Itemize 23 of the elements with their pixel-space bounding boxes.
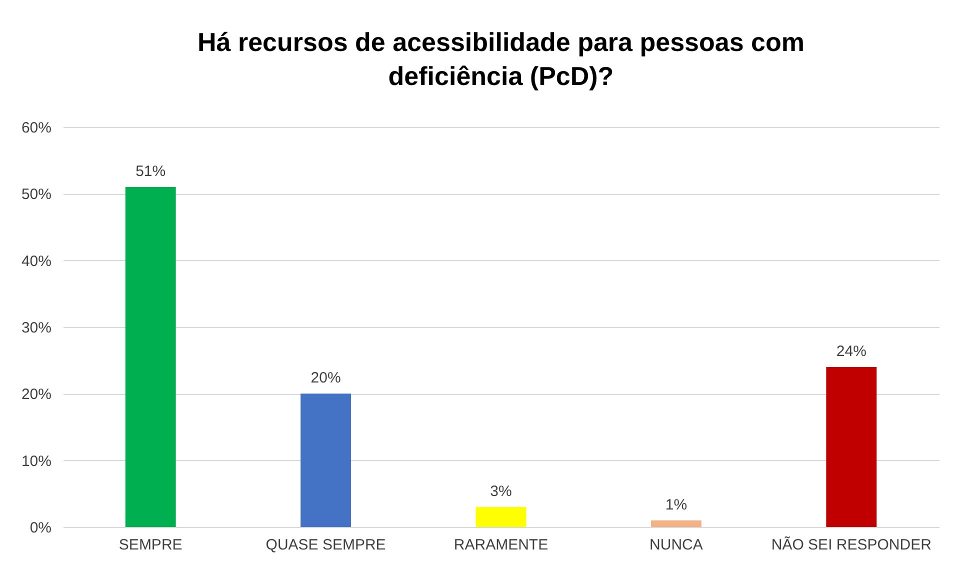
x-tick-label: NUNCA <box>650 536 703 554</box>
y-tick-label: 50% <box>21 186 52 204</box>
data-label: 51% <box>136 163 166 180</box>
bar <box>650 520 702 527</box>
x-tick-label: RARAMENTE <box>454 536 548 554</box>
data-label: 20% <box>310 370 341 387</box>
x-tick-label: QUASE SEMPRE <box>266 536 386 554</box>
y-tick-label: 0% <box>30 520 52 536</box>
y-tick-label: 30% <box>21 320 52 336</box>
bar <box>826 367 877 527</box>
x-tick-label: SEMPRE <box>118 536 182 554</box>
chart-title: Há recursos de acessibilidade para pessoas com deficiência (PcD)? <box>198 27 804 91</box>
data-label: 1% <box>665 496 688 514</box>
data-label: 3% <box>490 483 512 500</box>
x-tick-label: NÃO SEI RESPONDER <box>771 536 932 554</box>
y-tick-label: 20% <box>21 386 52 404</box>
y-tick-label: 60% <box>21 120 52 136</box>
y-tick-label: 40% <box>21 252 52 270</box>
data-label: 24% <box>836 343 866 360</box>
bar <box>476 507 526 527</box>
y-tick-label: 10% <box>21 452 52 470</box>
bar <box>125 187 176 527</box>
bar <box>300 394 352 527</box>
